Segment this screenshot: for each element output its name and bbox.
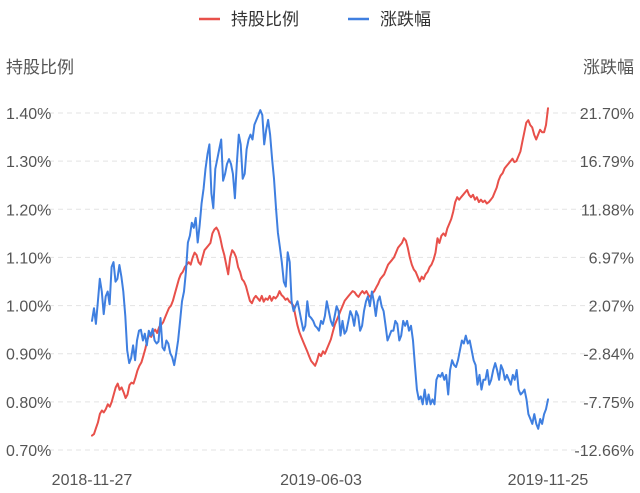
legend-label-holding-ratio: 持股比例 xyxy=(231,10,299,29)
right-tick-label: 11.88% xyxy=(581,202,634,219)
x-tick-label: 2018-11-27 xyxy=(52,472,133,489)
left-axis-title: 持股比例 xyxy=(6,58,74,77)
legend: 持股比例 涨跌幅 xyxy=(199,10,431,29)
left-tick-label: 1.00% xyxy=(6,299,51,316)
left-tick-label: 1.40% xyxy=(6,106,51,123)
left-tick-label: 1.30% xyxy=(6,154,51,171)
gridlines xyxy=(40,112,600,451)
series-line-holding-ratio xyxy=(91,107,549,437)
series-lines xyxy=(91,107,549,437)
right-tick-label: 6.97% xyxy=(589,250,634,267)
right-tick-label: -7.75% xyxy=(583,395,634,412)
x-tick-label: 2019-06-03 xyxy=(280,472,362,489)
x-axis-ticks: 2018-11-27 2019-06-03 2019-11-25 xyxy=(52,472,589,489)
series-line-price-change xyxy=(91,109,549,430)
left-tick-label: 0.70% xyxy=(6,443,51,460)
right-axis-title: 涨跌幅 xyxy=(583,58,634,77)
right-tick-label: 16.79% xyxy=(580,154,634,171)
left-tick-label: 0.90% xyxy=(6,347,51,364)
left-tick-label: 1.10% xyxy=(6,250,51,267)
left-axis-ticks: 1.40% 1.30% 1.20% 1.10% 1.00% 0.90% 0.80% 0.70% xyxy=(6,106,51,460)
right-axis-ticks: 21.70% 16.79% 11.88% 6.97% 2.07% -2.84% -7.75%… xyxy=(574,106,634,460)
right-tick-label: -2.84% xyxy=(583,347,634,364)
right-tick-label: -12.66% xyxy=(574,443,634,460)
right-tick-label: 2.07% xyxy=(589,299,634,316)
legend-label-price-change: 涨跌幅 xyxy=(380,10,431,29)
left-tick-label: 1.20% xyxy=(6,202,51,219)
x-tick-label: 2019-11-25 xyxy=(508,472,589,489)
left-tick-label: 0.80% xyxy=(6,395,51,412)
right-tick-label: 21.70% xyxy=(580,106,634,123)
